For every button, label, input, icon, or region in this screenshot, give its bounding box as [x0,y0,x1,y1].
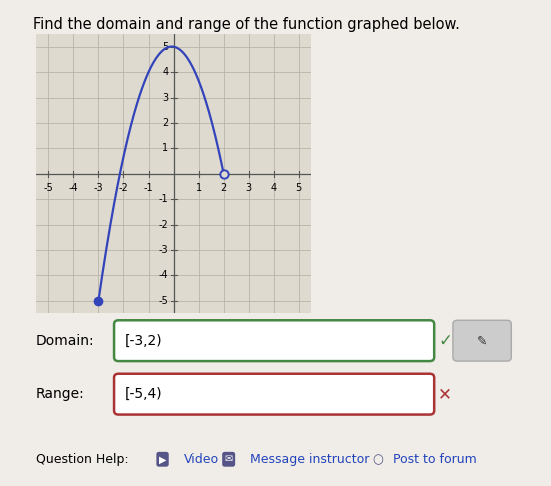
Text: 4: 4 [163,67,169,77]
Text: 3: 3 [163,92,169,103]
Text: ✎: ✎ [477,334,488,347]
Text: ○: ○ [372,453,383,466]
Text: -5: -5 [159,296,169,306]
Text: 5: 5 [163,42,169,52]
Text: [-3,2): [-3,2) [125,334,163,347]
Text: 2: 2 [163,118,169,128]
Text: 3: 3 [246,183,252,192]
Text: -5: -5 [44,183,53,192]
Text: -2: -2 [159,220,169,229]
Text: Message instructor: Message instructor [250,453,369,466]
Text: 1: 1 [163,143,169,154]
Text: Range:: Range: [36,387,84,401]
Text: -3: -3 [159,245,169,255]
Text: -2: -2 [118,183,128,192]
Text: 5: 5 [296,183,302,192]
Text: Find the domain and range of the function graphed below.: Find the domain and range of the functio… [33,17,460,32]
Text: -4: -4 [68,183,78,192]
Text: -4: -4 [159,270,169,280]
Text: -3: -3 [94,183,103,192]
Text: ✓: ✓ [438,331,452,350]
Text: ✉: ✉ [225,454,233,464]
Text: Post to forum: Post to forum [393,453,477,466]
Text: ✕: ✕ [438,385,452,403]
Text: Domain:: Domain: [36,334,94,347]
Text: ▶: ▶ [159,454,166,464]
Text: [-5,4): [-5,4) [125,387,163,401]
Text: 4: 4 [271,183,277,192]
Text: 2: 2 [220,183,227,192]
Text: Video: Video [183,453,219,466]
Text: 1: 1 [196,183,202,192]
Text: -1: -1 [159,194,169,204]
Text: Question Help:: Question Help: [36,453,128,466]
Text: -1: -1 [144,183,153,192]
